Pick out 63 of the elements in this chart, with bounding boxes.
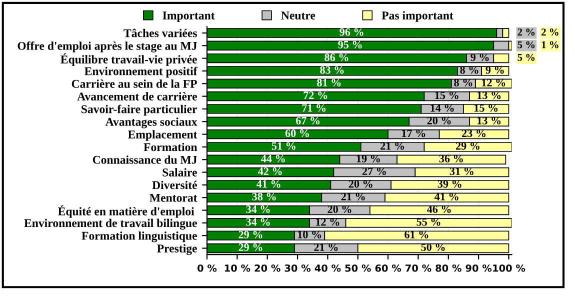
data-label: 38 % (252, 192, 276, 200)
x-tick-label: 40 % (314, 264, 341, 272)
x-tick-label: 0 % (198, 264, 217, 272)
data-label: 29 % (456, 142, 480, 150)
x-tick-label: 80 % (436, 264, 462, 272)
data-label: 51 % (272, 142, 296, 150)
data-label: 5 % (518, 41, 535, 48)
legend-label: Neutre (281, 12, 316, 20)
data-label: 41 % (256, 180, 280, 188)
y-tick-label: Équité en matière d'emploi (58, 205, 194, 218)
data-label: 44 % (261, 154, 285, 162)
data-label: 2 % (518, 28, 535, 36)
data-label: 21 % (380, 142, 404, 150)
legend-label: Important (162, 12, 215, 22)
y-tick-label: Prestige (157, 244, 197, 255)
data-label: 95 % (338, 40, 362, 48)
data-label: 29 % (238, 244, 262, 252)
y-tick-label: Carrière au sein de la FP (72, 80, 197, 88)
x-tick-label: 90 % (466, 264, 492, 272)
x-tick-label: 100 % (493, 264, 526, 272)
y-tick-label: Savoir-faire particulier (82, 104, 198, 116)
y-tick-label: Avancement de carrière (77, 92, 197, 100)
data-label: 81 % (317, 78, 341, 86)
data-label: 20 % (348, 180, 372, 188)
data-label: 2 % (542, 28, 558, 36)
y-tick-label: Emplacement (128, 130, 198, 141)
y-tick-label: Avantages sociaux (105, 118, 198, 128)
y-tick-label: Environnement positif (84, 66, 198, 78)
data-label: 9 % (470, 54, 489, 62)
data-label: 34 % (246, 206, 270, 214)
x-tick-label: 20 % (254, 264, 280, 272)
y-tick-label: Diversité (152, 180, 197, 190)
y-tick-label: Mentorat (150, 194, 198, 202)
data-label: 71 % (302, 104, 326, 112)
data-label: 39 % (438, 180, 462, 188)
x-tick-label: 60 % (375, 264, 402, 272)
x-tick-label: 30 % (284, 264, 311, 272)
data-label: 72 % (304, 92, 328, 100)
y-tick-label: Offre d'emploi après le stage au MJ (18, 41, 197, 52)
data-label: 15 % (474, 104, 498, 112)
data-label: 29 % (238, 230, 262, 238)
data-label: 1 % (542, 41, 558, 48)
data-label: 83 % (320, 66, 344, 74)
y-tick-label: Formation (144, 142, 198, 152)
y-tick-label: Équilibre travail-vie privée (60, 53, 197, 66)
x-tick-label: 50 % (345, 264, 371, 272)
data-label: 34 % (246, 218, 270, 226)
x-tick-label: 70 % (406, 264, 432, 272)
data-label: 67 % (296, 116, 320, 124)
data-label: 14 % (430, 104, 454, 112)
x-tick-label: 10 % (224, 264, 250, 272)
data-label: 60 % (285, 130, 309, 138)
data-label: 5 % (518, 54, 535, 61)
y-tick-label: Tâches variées (124, 28, 197, 38)
legend-label: Pas important (382, 11, 454, 22)
data-label: 96 % (340, 28, 364, 36)
y-tick-label: Formation linguistique (82, 231, 197, 242)
y-tick-label: Connaissance du MJ (92, 155, 197, 164)
data-label: 86 % (324, 54, 348, 62)
data-label: 12 % (316, 218, 340, 226)
y-tick-label: Environnement de travail bilingue (24, 218, 197, 230)
y-tick-label: Salaire (162, 168, 197, 176)
data-label: 42 % (258, 168, 282, 176)
